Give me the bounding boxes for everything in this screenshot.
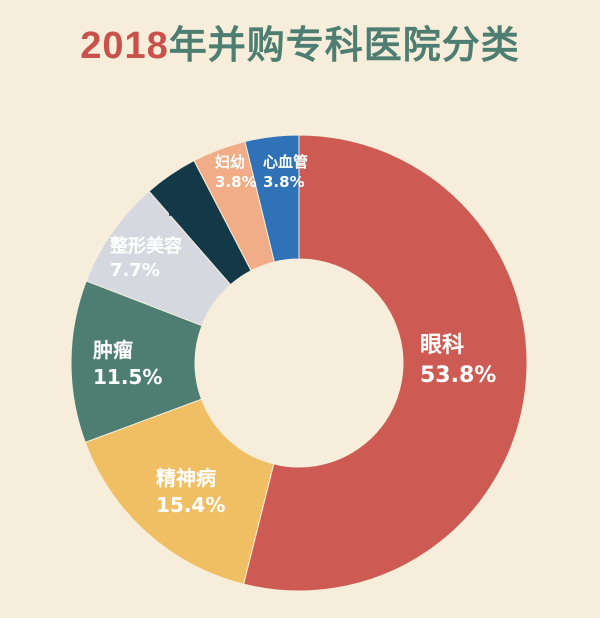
slice-category-label-6: 心血管 <box>263 153 308 171</box>
slice-category-label-3: 整形美容 <box>109 235 182 257</box>
slice-value-label-3: 7.7% <box>110 260 160 281</box>
slice-value-label-1: 15.4% <box>156 493 225 517</box>
slice-value-label-5: 3.8% <box>215 173 257 191</box>
slice-category-label-2: 肿瘤 <box>93 338 133 362</box>
pie-slice-6 <box>244 134 300 263</box>
slice-category-label-0: 眼科 <box>420 333 464 358</box>
chart-title: 2018年并购专科医院分类 <box>0 14 600 69</box>
slice-value-label-6: 3.8% <box>263 173 305 191</box>
pie-slice-0 <box>242 134 528 592</box>
slice-value-label-0: 53.8% <box>420 363 496 388</box>
slice-category-label-4: 骨科 <box>168 182 198 200</box>
slice-value-label-4: 3.8% <box>168 202 210 220</box>
slice-category-label-5: 妇幼 <box>214 153 245 171</box>
pie-slice-2 <box>70 280 203 444</box>
chart-title-text: 年并购专科医院分类 <box>168 25 520 67</box>
chart-title-year: 2018 <box>80 25 169 67</box>
slice-value-label-2: 11.5% <box>93 365 162 389</box>
slice-category-label-1: 精神病 <box>156 466 216 490</box>
pie-slice-1 <box>84 398 275 585</box>
